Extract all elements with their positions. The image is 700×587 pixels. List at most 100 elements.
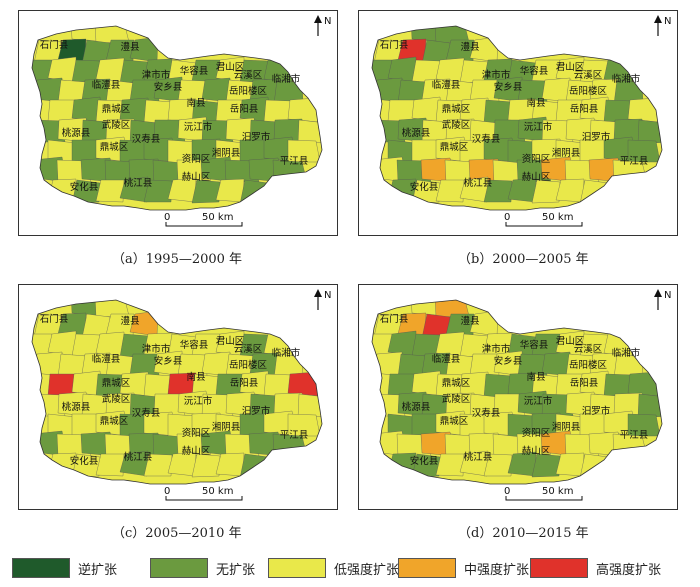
place-label: 南县 — [526, 97, 545, 109]
district-cell — [143, 179, 173, 203]
place-label: 君山区 — [556, 62, 585, 73]
scale-zero-label: 0 — [164, 486, 170, 497]
district-cell — [483, 453, 513, 477]
place-label: 平江县 — [620, 430, 649, 441]
place-label: 湘阴县 — [552, 421, 581, 433]
place-label: 津市市 — [142, 69, 171, 81]
place-label: 临澧县 — [92, 79, 121, 91]
district-layer — [32, 300, 322, 484]
district-cell — [95, 179, 125, 203]
place-label: 桃江县 — [124, 451, 153, 463]
place-label: 汨罗市 — [582, 405, 611, 417]
place-label: 石门县 — [40, 313, 69, 325]
place-label: 鼎城区 — [100, 142, 129, 153]
scale-bar: 0 50 km — [504, 212, 583, 227]
region-boundary — [371, 299, 663, 485]
north-label: N — [324, 16, 331, 27]
place-label: 南县 — [186, 371, 205, 383]
district-cell — [435, 179, 465, 203]
place-label: 君山区 — [216, 62, 245, 73]
place-label: 临湘市 — [612, 347, 641, 359]
place-label: 澧县 — [120, 315, 139, 327]
place-label: 桃源县 — [62, 401, 91, 413]
place-label: 云溪区 — [574, 343, 603, 355]
place-label: 鼎城区 — [102, 104, 131, 115]
place-label: 云溪区 — [234, 69, 263, 81]
place-label: 临澧县 — [432, 79, 461, 91]
place-label: 赫山区 — [522, 446, 551, 457]
legend-label: 无扩张 — [216, 562, 256, 578]
place-label: 石门县 — [380, 39, 409, 51]
legend-label: 中强度扩张 — [464, 562, 530, 578]
place-label: 岳阳县 — [230, 377, 259, 389]
place-label: 华容县 — [520, 65, 549, 77]
district-cell — [95, 57, 125, 83]
place-label: 津市市 — [482, 69, 511, 81]
legend-swatch — [12, 558, 70, 578]
place-label: 岳阳楼区 — [569, 359, 608, 371]
place-label: 君山区 — [216, 336, 245, 347]
place-label: 临湘市 — [612, 73, 641, 85]
place-label: 岳阳楼区 — [229, 359, 268, 371]
place-label: 沅江市 — [524, 395, 553, 407]
place-label: 华容县 — [520, 339, 549, 351]
district-cell — [95, 453, 125, 477]
place-label: 岳阳县 — [570, 377, 599, 389]
place-label: 赫山区 — [182, 172, 211, 183]
north-label: N — [664, 16, 671, 27]
district-cell — [95, 331, 125, 357]
place-label: 津市市 — [482, 343, 511, 355]
place-label: 鼎城区 — [442, 378, 471, 389]
place-label: 沅江市 — [524, 121, 553, 133]
place-label: 平江县 — [280, 156, 309, 167]
place-label: 临澧县 — [432, 353, 461, 365]
place-label: 南县 — [526, 371, 545, 383]
caption-a: （a）1995—2000 年 — [112, 252, 243, 267]
place-label: 沅江市 — [184, 395, 213, 407]
district-layer — [372, 300, 662, 484]
legend-label: 逆扩张 — [78, 562, 118, 578]
place-label: 石门县 — [380, 313, 409, 325]
place-label: 临澧县 — [92, 353, 121, 365]
district-cell — [71, 59, 101, 83]
place-label: 平江县 — [280, 430, 309, 441]
map-panel-c: 石门县 澧县 津市市 华容县 君山区 云溪区 临湘市 临澧县 安乡县 岳阳楼区 鼎城区 南县 岳阳县 武陵… — [18, 284, 338, 510]
place-label: 资阳区 — [182, 154, 211, 165]
district-cell — [411, 59, 441, 83]
district-layer — [32, 26, 322, 210]
place-label: 武陵区 — [442, 393, 471, 405]
place-label: 安乡县 — [494, 355, 523, 367]
place-label: 君山区 — [556, 336, 585, 347]
legend-item-high: 高强度扩张 — [530, 558, 661, 578]
place-label: 石门县 — [40, 39, 69, 51]
scale-label: 50 km — [542, 212, 573, 223]
legend-label: 低强度扩张 — [334, 562, 400, 578]
scale-zero-label: 0 — [504, 486, 510, 497]
north-label: N — [324, 290, 331, 301]
place-label: 云溪区 — [574, 69, 603, 81]
place-label: 桃江县 — [464, 177, 493, 189]
place-label: 汉寿县 — [132, 407, 161, 419]
place-label: 南县 — [186, 97, 205, 109]
place-label: 汉寿县 — [472, 407, 501, 419]
place-label: 桃源县 — [62, 127, 91, 139]
place-label: 桃江县 — [124, 177, 153, 189]
place-label: 安化县 — [70, 455, 99, 467]
place-label: 津市市 — [142, 343, 171, 355]
place-label: 湘阴县 — [212, 147, 241, 159]
place-label: 岳阳楼区 — [229, 85, 268, 97]
place-label: 安乡县 — [154, 81, 183, 93]
map-panel-d: 石门县 澧县 津市市 华容县 君山区 云溪区 临湘市 临澧县 安乡县 岳阳楼区 鼎城区 南县 岳阳县 武陵… — [358, 284, 678, 510]
district-cell — [411, 333, 441, 357]
place-label: 湘阴县 — [552, 147, 581, 159]
place-label: 澧县 — [460, 41, 479, 53]
place-label: 桃源县 — [402, 127, 431, 139]
legend-swatch — [530, 558, 588, 578]
district-cell — [435, 331, 465, 357]
legend-item-none: 无扩张 — [150, 558, 255, 578]
place-label: 汉寿县 — [472, 133, 501, 145]
place-label: 岳阳县 — [230, 103, 259, 115]
district-cell — [435, 57, 465, 83]
